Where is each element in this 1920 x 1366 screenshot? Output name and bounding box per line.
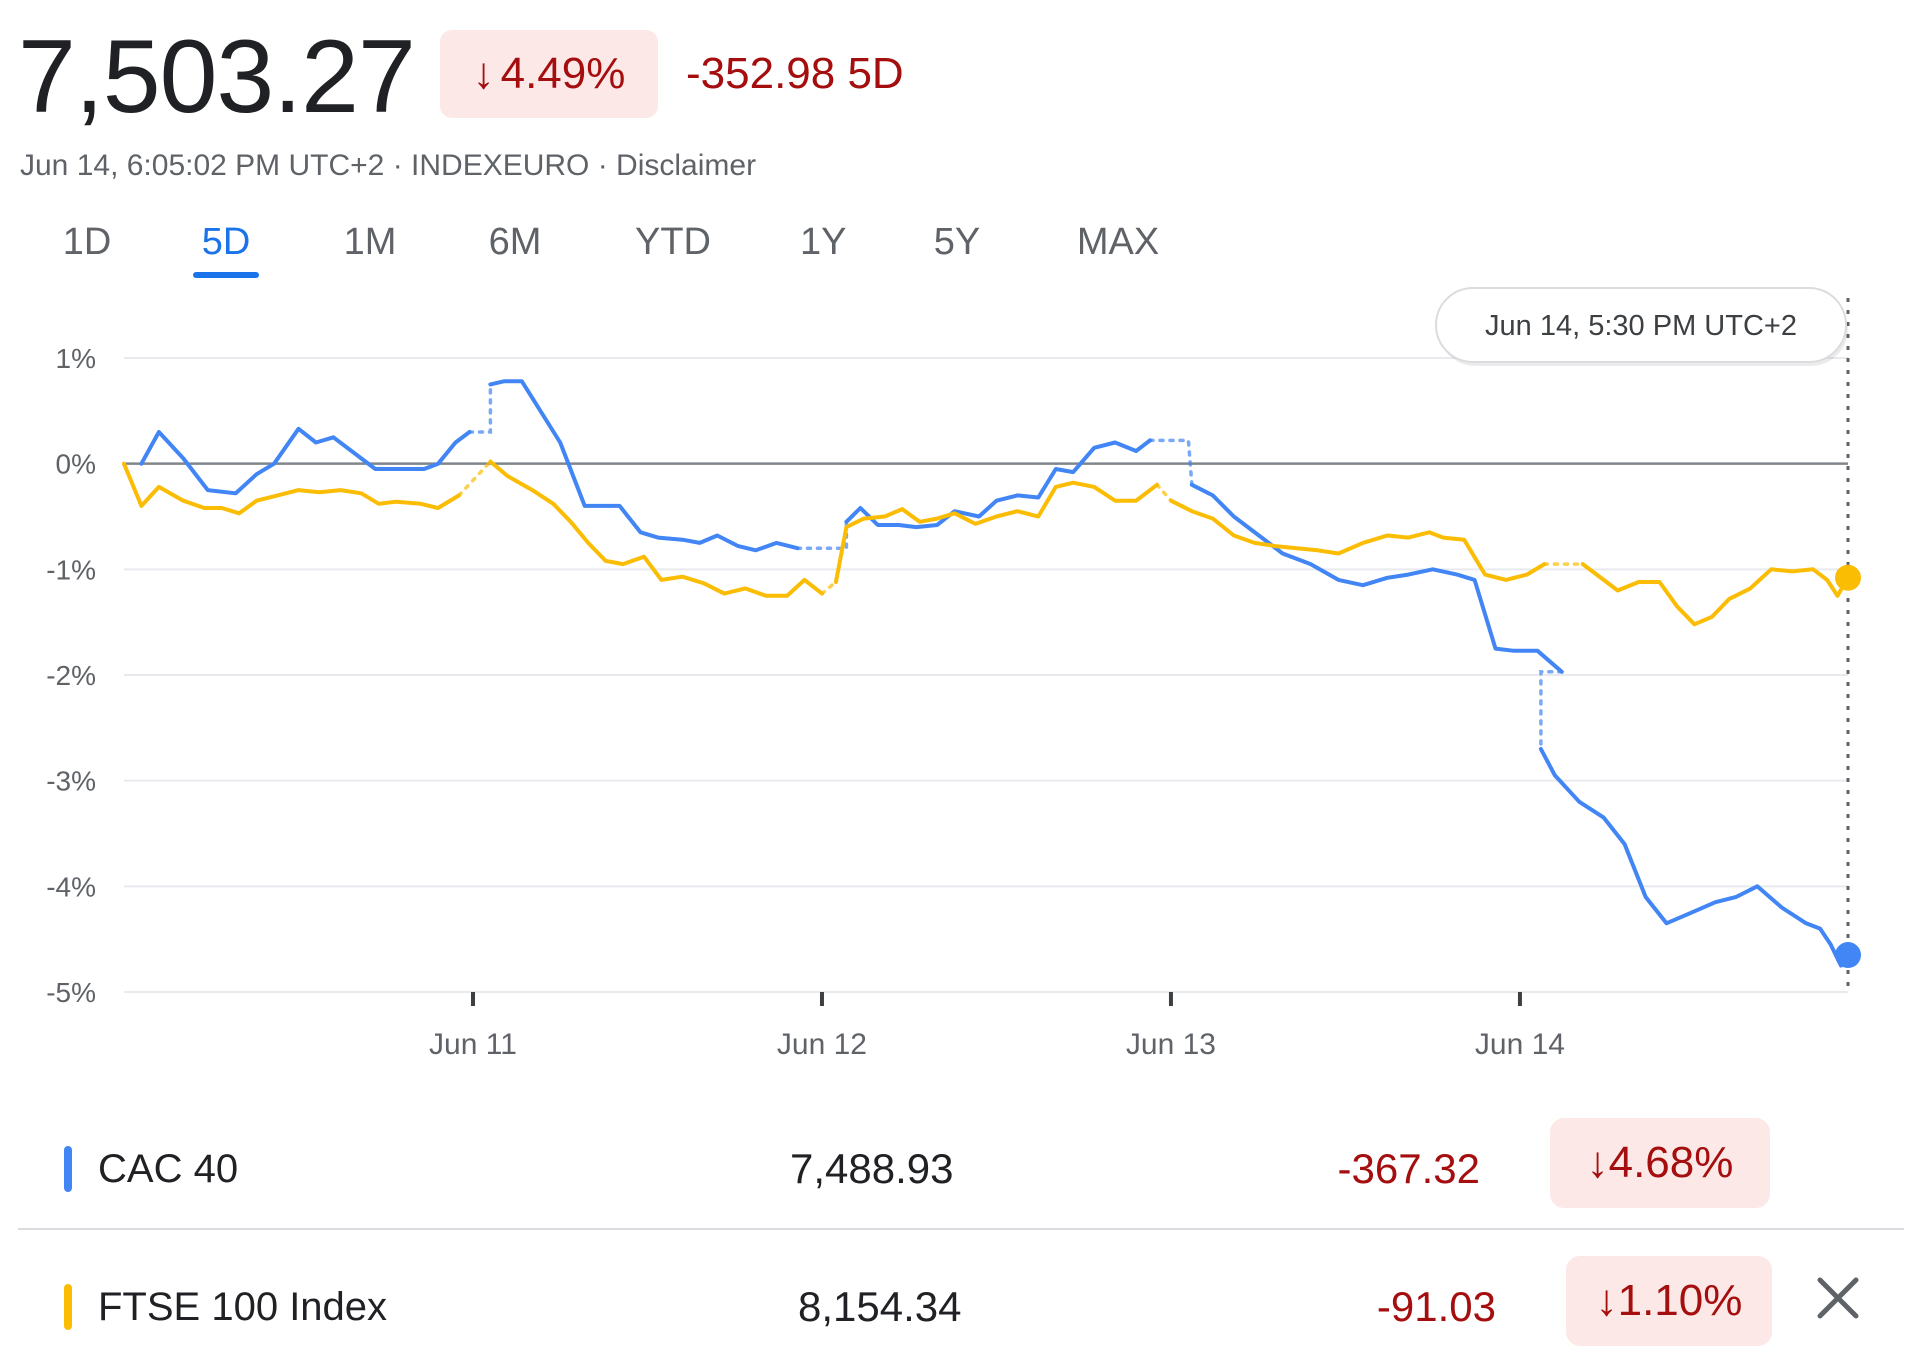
tab-5d[interactable]: 5D: [201, 221, 251, 263]
legend-row-ftse100[interactable]: FTSE 100 Index 8,154.34 -91.03 ↓ 1.10%: [0, 1246, 1920, 1366]
tab-6m[interactable]: 6M: [488, 221, 542, 263]
series-line: [1189, 482, 1564, 674]
change-percent-badge: ↓ 4.49%: [440, 30, 658, 118]
close-icon[interactable]: [1810, 1270, 1866, 1326]
legend-percent: 1.10%: [1617, 1276, 1743, 1325]
price-chart[interactable]: 1% 0% -1% -2% -3% -4% -5% Jun 11 Jun 12 Jun 13 Jun…: [0, 280, 1920, 1080]
active-tab-indicator: [193, 272, 259, 278]
series-line: [139, 426, 472, 496]
legend-value: 8,154.34: [798, 1283, 962, 1330]
y-tick-label: -4%: [46, 871, 96, 902]
x-tick-label: Jun 12: [777, 1028, 867, 1061]
legend-change: -91.03: [1376, 1283, 1496, 1330]
y-tick-label: 1%: [56, 343, 96, 374]
series-line: [488, 379, 800, 553]
legend-row-cac40[interactable]: CAC 40 7,488.93 -367.32 ↓ 4.68%: [0, 1108, 1920, 1228]
down-arrow-icon: ↓: [1586, 1138, 1609, 1187]
tooltip-bubble: [1435, 287, 1847, 363]
series-gap-line: [1155, 483, 1173, 503]
change-absolute: -352.98 5D: [686, 49, 904, 98]
series-line: [844, 438, 1152, 530]
series-color-marker: [64, 1284, 72, 1330]
legend-divider: [18, 1228, 1904, 1230]
down-arrow-icon: ↓: [472, 49, 495, 98]
legend-change: -367.32: [1337, 1145, 1480, 1192]
y-tick-label: -5%: [46, 977, 96, 1008]
down-arrow-icon: ↓: [1595, 1276, 1618, 1325]
tab-max[interactable]: MAX: [1076, 221, 1160, 263]
tab-5y[interactable]: 5Y: [933, 221, 981, 263]
legend-name: FTSE 100 Index: [98, 1285, 388, 1329]
series-gap-line: [795, 520, 849, 550]
series-line: [1538, 747, 1850, 968]
series-gap-line: [467, 382, 493, 434]
series-gap-line: [1539, 670, 1564, 751]
quote-meta: Jun 14, 6:05:02 PM UTC+2 · INDEXEURO · D…: [20, 149, 757, 182]
tooltip-text: Jun 14, 5:30 PM UTC+2: [1485, 310, 1797, 342]
legend-percent-badge: ↓ 1.10%: [1566, 1256, 1772, 1346]
y-tick-label: 0%: [56, 449, 96, 480]
tab-1y[interactable]: 1Y: [800, 221, 847, 263]
x-tick-label: Jun 13: [1126, 1028, 1216, 1061]
series-gap-line: [820, 580, 838, 596]
tab-1d[interactable]: 1D: [62, 221, 112, 263]
series-line: [833, 480, 1159, 584]
legend-percent-badge: ↓ 4.68%: [1550, 1118, 1770, 1208]
series-line: [1580, 562, 1850, 627]
legend-name: CAC 40: [98, 1147, 239, 1191]
tab-ytd[interactable]: YTD: [635, 221, 711, 263]
tab-1m[interactable]: 1M: [343, 221, 397, 263]
x-tick-label: Jun 14: [1475, 1028, 1565, 1061]
legend-value: 7,488.93: [790, 1145, 954, 1192]
legend-percent: 4.68%: [1608, 1138, 1734, 1187]
series-color-marker: [64, 1146, 72, 1192]
y-tick-label: -2%: [46, 660, 96, 691]
series-endpoint-dot: [1835, 942, 1861, 969]
series-line: [122, 461, 461, 516]
y-tick-label: -3%: [46, 766, 96, 797]
series-line: [488, 459, 824, 598]
series-gap-line: [1148, 438, 1194, 487]
series-gap-line: [457, 459, 493, 498]
range-tabs: 1D 5D 1M 6M YTD 1Y 5Y MAX: [0, 212, 1200, 282]
series-line: [1169, 498, 1547, 582]
series-endpoint-dot: [1835, 564, 1861, 591]
change-percent: 4.49%: [500, 49, 626, 98]
x-tick-label: Jun 11: [429, 1028, 517, 1061]
current-price: 7,503.27: [18, 19, 416, 135]
y-tick-label: -1%: [46, 554, 96, 585]
